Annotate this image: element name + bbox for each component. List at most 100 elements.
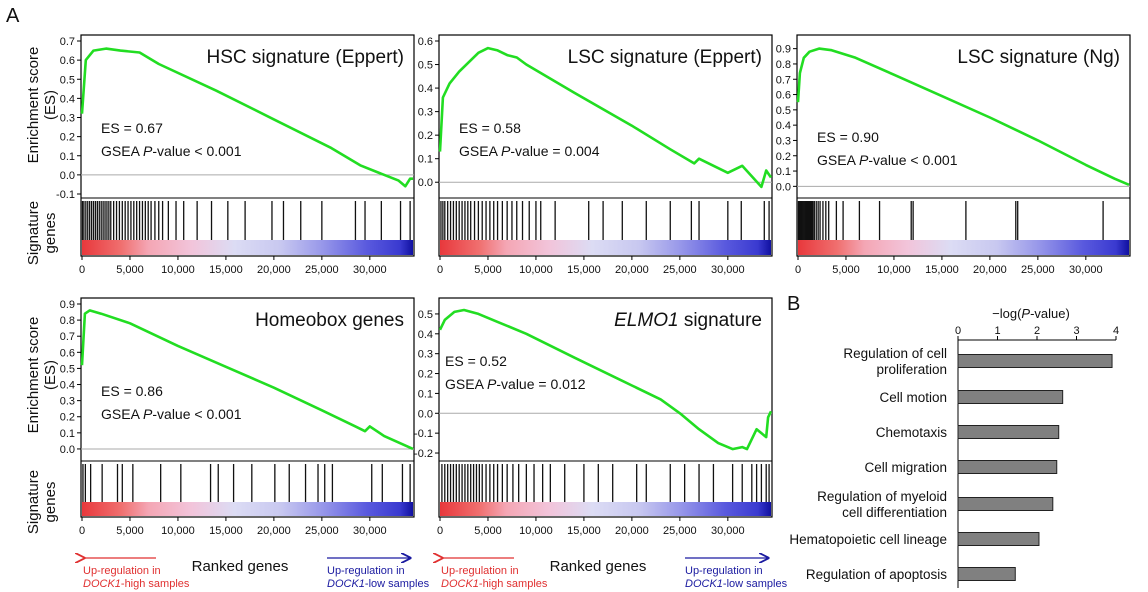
enrichment-curve — [438, 46, 773, 189]
plot-frame — [438, 297, 773, 518]
panel-label-a: A — [6, 5, 20, 27]
x-tick-label: 5,000 — [474, 264, 502, 276]
bar — [957, 354, 1113, 368]
enrichment-curve — [796, 47, 1130, 186]
up-low-label-1-right: Up-regulation in — [685, 565, 763, 577]
bar-x-tick-label: 3 — [1073, 325, 1079, 337]
x-tick-label: 30,000 — [711, 264, 745, 276]
bar-category-label: Cell motion — [879, 390, 947, 405]
y-tick-label: 0.4 — [418, 83, 433, 95]
bar-category-label: Regulation of myeloid — [817, 489, 947, 504]
panel-title: Homeobox genes — [255, 310, 404, 331]
bar — [957, 497, 1054, 511]
plot-frame — [80, 297, 415, 518]
y-tick-label: 0.6 — [60, 55, 75, 67]
x-tick-label: 15,000 — [209, 264, 243, 276]
bar-category-label: Chemotaxis — [876, 425, 948, 440]
svg-text:genes: genes — [42, 482, 59, 523]
y-tick-label: 0.5 — [418, 309, 433, 321]
y-tick-label: 0.2 — [418, 369, 433, 381]
x-tick-label: 5,000 — [474, 525, 502, 537]
ranked-list-bar — [440, 240, 771, 255]
es-value: ES = 0.90 — [817, 129, 879, 145]
y-tick-label: 0.0 — [418, 177, 433, 189]
p-value: GSEA P-value < 0.001 — [817, 152, 958, 168]
y-tick-label: 0.2 — [418, 130, 433, 142]
gsea-panel-elmo1: -0.2 -0.1 0.0 0.1 0.2 0.3 0.4 0.5 ELMO1 signatur… — [414, 297, 773, 537]
panel-title: LSC signature (Eppert) — [568, 47, 762, 68]
x-tick-label: 10,000 — [161, 525, 195, 537]
x-tick-label: 15,000 — [567, 525, 601, 537]
y-tick-label: 0.3 — [776, 135, 791, 147]
p-value: GSEA P-value = 0.012 — [445, 376, 586, 392]
y-tick-label: 0.0 — [418, 408, 433, 420]
x-tick-label: 30,000 — [711, 525, 745, 537]
x-tick-label: 0 — [79, 264, 85, 276]
y-tick-label: 0.4 — [60, 380, 75, 392]
enrichment-curve — [80, 309, 414, 451]
up-low-label-2-right: DOCK1-low samples — [685, 578, 788, 590]
ranked-list-bar — [798, 240, 1129, 255]
x-tick-label: 10,000 — [877, 264, 911, 276]
direction-arrows-right: Up-regulation in DOCK1-high samples Up-r… — [441, 558, 788, 590]
bar-category-label: proliferation — [876, 362, 947, 377]
y-tick-label: 0.6 — [418, 36, 433, 48]
y-tick-label: 0.1 — [60, 428, 75, 440]
x-tick-label: 30,000 — [353, 264, 387, 276]
enrichment-curve — [80, 47, 413, 188]
bar-category-label: Cell migration — [864, 460, 947, 475]
signature-genes-title-row1: Signature genes — [25, 201, 59, 265]
bar-x-tick-label: 4 — [1113, 325, 1119, 337]
svg-text:Signature: Signature — [25, 470, 42, 534]
ranked-list-bar — [82, 240, 413, 255]
es-value: ES = 0.67 — [101, 120, 163, 136]
x-tick-label: 15,000 — [567, 264, 601, 276]
x-tick-label: 0 — [437, 264, 443, 276]
x-tick-label: 5,000 — [116, 525, 144, 537]
x-tick-label: 0 — [795, 264, 801, 276]
y-tick-label: 0.5 — [60, 74, 75, 86]
up-high-label-1-left: Up-regulation in — [83, 565, 161, 577]
y-tick-label: 0.2 — [60, 412, 75, 424]
y-tick-label: 0.3 — [418, 349, 433, 361]
up-low-label-1-left: Up-regulation in — [327, 565, 405, 577]
p-value: GSEA P-value < 0.001 — [101, 406, 242, 422]
y-axis-title-row1: Enrichment score (ES) — [25, 47, 59, 164]
bar-category-label: Regulation of cell — [843, 346, 947, 361]
x-axis-title-left: Ranked genes — [192, 558, 289, 575]
y-axis-title-row2: Enrichment score (ES) — [25, 317, 59, 434]
up-high-label-1-right: Up-regulation in — [441, 565, 519, 577]
x-tick-label: 10,000 — [519, 525, 553, 537]
y-tick-label: 0.9 — [776, 44, 791, 56]
plot-frame — [438, 34, 773, 257]
gsea-panel-lsc-eppert: 0.0 0.1 0.2 0.3 0.4 0.5 0.6 LSC signature (Eppe… — [418, 34, 773, 276]
p-value: GSEA P-value = 0.004 — [459, 143, 600, 159]
x-tick-label: 30,000 — [353, 525, 387, 537]
svg-text:Enrichment score: Enrichment score — [25, 317, 42, 434]
ranked-list-bar — [82, 502, 413, 516]
y-tick-label: 0.9 — [60, 299, 75, 311]
signature-genes-title-row2: Signature genes — [25, 470, 59, 534]
bar-x-tick-label: 1 — [994, 325, 1000, 337]
gsea-panel-hsc-eppert: -0.1 0.0 0.1 0.2 0.3 0.4 0.5 0.6 0.7 HSC signatur… — [56, 34, 415, 276]
panel-title: HSC signature (Eppert) — [207, 47, 404, 68]
x-tick-label: 20,000 — [257, 264, 291, 276]
y-tick-label: 0.0 — [776, 181, 791, 193]
up-high-label-2-right: DOCK1-high samples — [441, 578, 548, 590]
y-tick-label: 0.4 — [418, 329, 433, 341]
y-tick-label: -0.2 — [414, 448, 433, 460]
ranked-list-bar — [440, 502, 771, 516]
bar-x-tick-label: 0 — [955, 325, 961, 337]
y-tick-label: 0.8 — [776, 59, 791, 71]
panel-label-b: B — [787, 293, 800, 315]
y-tick-label: 0.3 — [60, 113, 75, 125]
y-tick-label: 0.6 — [60, 347, 75, 359]
x-tick-label: 20,000 — [257, 525, 291, 537]
svg-text:Signature: Signature — [25, 201, 42, 265]
x-tick-label: 15,000 — [209, 525, 243, 537]
p-value: GSEA P-value < 0.001 — [101, 143, 242, 159]
x-tick-label: 25,000 — [1021, 264, 1055, 276]
panel-title: LSC signature (Ng) — [957, 47, 1120, 68]
bar — [957, 532, 1040, 546]
